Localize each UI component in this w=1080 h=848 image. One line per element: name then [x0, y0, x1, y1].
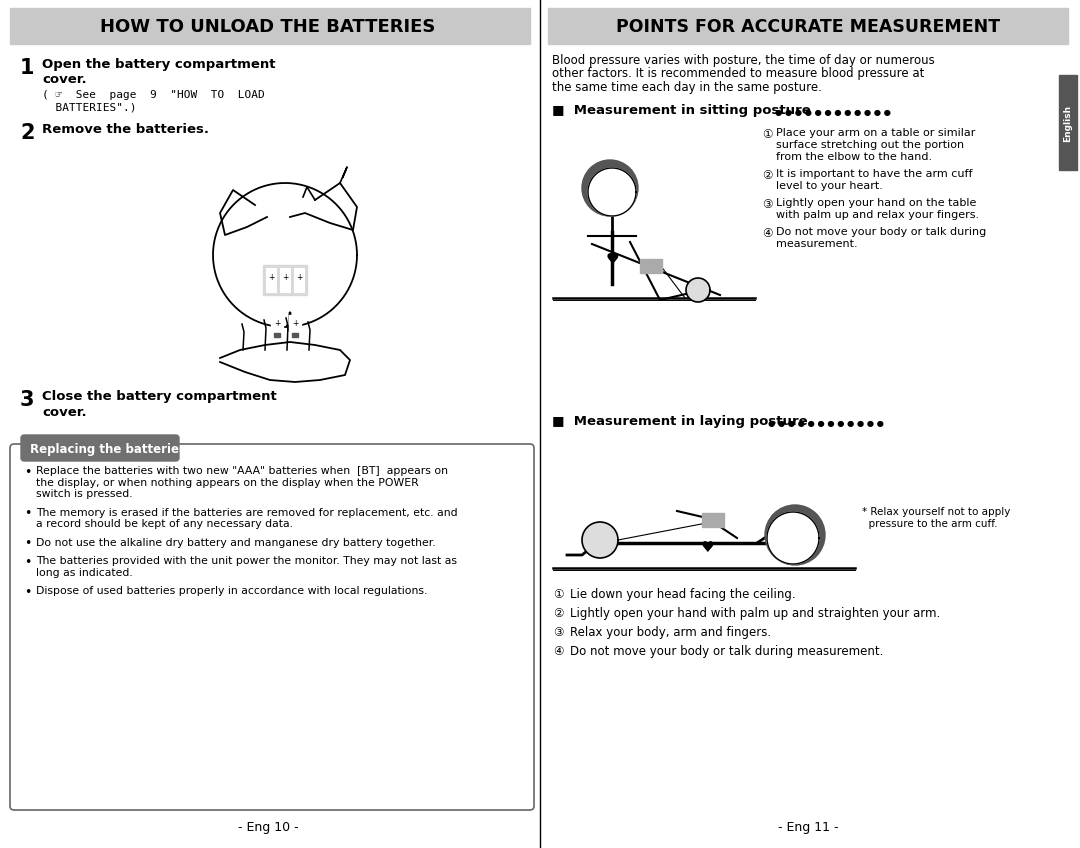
Text: Open the battery compartment: Open the battery compartment — [42, 58, 275, 71]
Circle shape — [588, 168, 636, 216]
Text: English: English — [1064, 104, 1072, 142]
FancyBboxPatch shape — [21, 435, 179, 461]
Text: ④: ④ — [553, 645, 564, 658]
Bar — [289, 315, 301, 335]
Circle shape — [687, 279, 708, 301]
Bar — [294, 268, 303, 292]
Bar — [1059, 75, 1077, 170]
Text: the display, or when nothing appears on the display when the POWER: the display, or when nothing appears on … — [36, 477, 419, 488]
Text: surface stretching out the portion: surface stretching out the portion — [777, 140, 964, 150]
Bar — [639, 259, 662, 273]
Text: Replace the batteries with two new "AAA" batteries when  [BT]  appears on: Replace the batteries with two new "AAA"… — [36, 466, 448, 476]
Text: level to your heart.: level to your heart. — [777, 181, 882, 191]
Text: ②: ② — [762, 169, 772, 182]
Text: BATTERIES".): BATTERIES".) — [42, 103, 136, 113]
Text: •: • — [24, 507, 31, 521]
Text: HOW TO UNLOAD THE BATTERIES: HOW TO UNLOAD THE BATTERIES — [100, 18, 435, 36]
Text: •: • — [24, 466, 31, 479]
Circle shape — [582, 160, 638, 216]
Text: ( ☞  See  page  9  "HOW  TO  LOAD: ( ☞ See page 9 "HOW TO LOAD — [42, 90, 265, 100]
Text: 2: 2 — [21, 123, 35, 143]
Bar — [271, 315, 283, 335]
Text: +: + — [274, 319, 280, 328]
Text: Lightly open your hand on the table: Lightly open your hand on the table — [777, 198, 976, 208]
Text: Do not move your body or talk during measurement.: Do not move your body or talk during mea… — [570, 645, 883, 658]
Text: 1: 1 — [21, 58, 35, 78]
Text: ①: ① — [553, 588, 564, 601]
Text: ● ● ● ● ● ● ● ● ● ● ● ●: ● ● ● ● ● ● ● ● ● ● ● ● — [768, 419, 883, 428]
Text: ● ● ● ● ● ● ● ● ● ● ● ●: ● ● ● ● ● ● ● ● ● ● ● ● — [775, 108, 891, 117]
Text: POINTS FOR ACCURATE MEASUREMENT: POINTS FOR ACCURATE MEASUREMENT — [616, 18, 1000, 36]
Text: cover.: cover. — [42, 406, 86, 419]
Bar — [274, 333, 280, 337]
Circle shape — [767, 512, 819, 564]
Text: Do not move your body or talk during: Do not move your body or talk during — [777, 227, 986, 237]
Text: The memory is erased if the batteries are removed for replacement, etc. and: The memory is erased if the batteries ar… — [36, 507, 458, 517]
Text: ①: ① — [762, 128, 772, 141]
Text: •: • — [24, 538, 31, 550]
Text: +: + — [292, 319, 298, 328]
Text: It is important to have the arm cuff: It is important to have the arm cuff — [777, 169, 972, 179]
Text: •: • — [24, 586, 31, 599]
Circle shape — [583, 523, 617, 557]
Text: long as indicated.: long as indicated. — [36, 567, 133, 577]
Bar — [292, 333, 298, 337]
Text: Do not use the alkaline dry battery and manganese dry battery together.: Do not use the alkaline dry battery and … — [36, 538, 435, 548]
Text: * Relax yourself not to apply
  pressure to the arm cuff.: * Relax yourself not to apply pressure t… — [862, 507, 1011, 528]
Text: ③: ③ — [762, 198, 772, 211]
Text: Lie down your head facing the ceiling.: Lie down your head facing the ceiling. — [570, 588, 796, 601]
Text: - Eng 11 -: - Eng 11 - — [778, 822, 838, 834]
Text: Replacing the batteries: Replacing the batteries — [30, 443, 186, 455]
Text: ♥: ♥ — [605, 252, 619, 267]
Text: Lightly open your hand with palm up and straighten your arm.: Lightly open your hand with palm up and … — [570, 607, 941, 620]
Text: Dispose of used batteries properly in accordance with local regulations.: Dispose of used batteries properly in ac… — [36, 586, 428, 596]
Text: •: • — [24, 556, 31, 569]
Text: +: + — [282, 273, 288, 282]
Text: cover.: cover. — [42, 73, 86, 86]
Bar — [10, 8, 530, 44]
Text: ♥: ♥ — [700, 540, 714, 555]
Text: +: + — [268, 273, 274, 282]
Bar — [266, 268, 276, 292]
Text: The batteries provided with the unit power the monitor. They may not last as: The batteries provided with the unit pow… — [36, 556, 457, 566]
Bar — [702, 513, 724, 527]
Text: ③: ③ — [553, 626, 564, 639]
Bar — [548, 8, 1068, 44]
Text: the same time each day in the same posture.: the same time each day in the same postu… — [552, 81, 822, 94]
Text: from the elbow to the hand.: from the elbow to the hand. — [777, 152, 932, 162]
Text: ②: ② — [553, 607, 564, 620]
Circle shape — [765, 505, 825, 565]
Text: Blood pressure varies with posture, the time of day or numerous: Blood pressure varies with posture, the … — [552, 54, 935, 67]
Bar — [280, 268, 291, 292]
Text: - Eng 10 -: - Eng 10 - — [238, 822, 298, 834]
Text: Relax your body, arm and fingers.: Relax your body, arm and fingers. — [570, 626, 771, 639]
Text: measurement.: measurement. — [777, 239, 858, 249]
FancyBboxPatch shape — [10, 444, 534, 810]
Text: ④: ④ — [762, 227, 772, 240]
Text: Close the battery compartment: Close the battery compartment — [42, 390, 276, 403]
Text: +: + — [296, 273, 302, 282]
Text: other factors. It is recommended to measure blood pressure at: other factors. It is recommended to meas… — [552, 68, 924, 81]
Text: Remove the batteries.: Remove the batteries. — [42, 123, 210, 136]
Text: switch is pressed.: switch is pressed. — [36, 489, 133, 499]
Text: ■  Measurement in laying posture: ■ Measurement in laying posture — [552, 415, 808, 428]
Text: with palm up and relax your fingers.: with palm up and relax your fingers. — [777, 210, 980, 220]
Text: 3: 3 — [21, 390, 35, 410]
Text: ■  Measurement in sitting posture: ■ Measurement in sitting posture — [552, 104, 811, 117]
Text: a record should be kept of any necessary data.: a record should be kept of any necessary… — [36, 519, 293, 529]
Text: Place your arm on a table or similar: Place your arm on a table or similar — [777, 128, 975, 138]
Bar — [264, 265, 307, 295]
